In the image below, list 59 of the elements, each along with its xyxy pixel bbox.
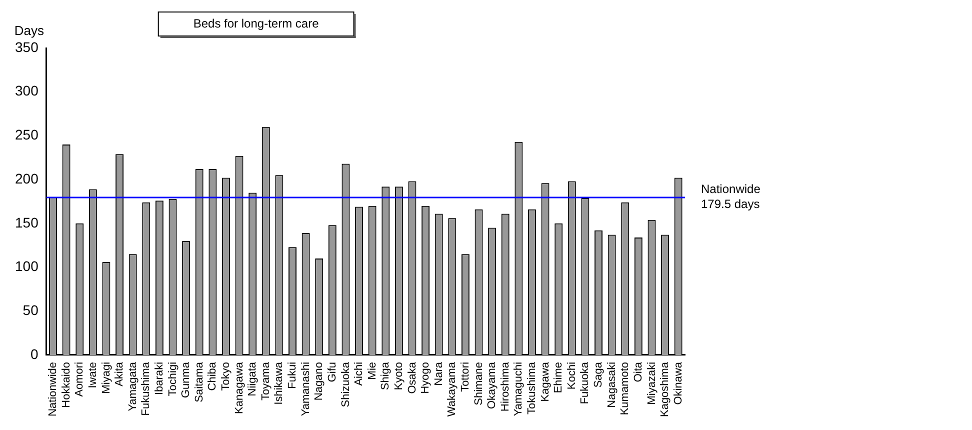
x-tick-label: Tokyo [220, 362, 232, 391]
y-tick-label: 150 [15, 214, 39, 230]
x-tick-label: Nara [432, 361, 445, 386]
x-tick-label: Kanagawa [233, 361, 246, 414]
x-tick-label: Shizuoka [340, 361, 352, 408]
x-tick-label: Tokushima [526, 361, 538, 415]
x-tick-label: Shiga [380, 361, 392, 390]
x-tick-label: Shimane [472, 362, 485, 406]
x-tick-label: Hiroshima [499, 361, 512, 412]
y-tick-label: 0 [30, 346, 39, 362]
x-tick-label: Tottori [460, 362, 472, 392]
x-tick-label: Iwate [86, 362, 99, 388]
x-tick-label: Aichi [353, 362, 366, 386]
x-tick-label: Kyoto [392, 362, 405, 390]
x-tick-label: Ehime [552, 362, 565, 394]
x-tick-label: Kumamoto [619, 362, 632, 416]
x-tick-label: Fukui [286, 362, 299, 389]
x-tick-label: Gifu [326, 362, 338, 382]
x-tick-label: Nagano [313, 362, 326, 401]
chart-title: Beds for long-term care [193, 16, 320, 30]
ref-line-label: Nationwide 179.5 days [701, 182, 761, 211]
y-tick-label: 100 [15, 258, 39, 274]
x-tick-label: Tochigi [166, 362, 179, 396]
x-tick-label: Okinawa [672, 361, 684, 405]
y-tick-label: 250 [15, 126, 39, 143]
x-tick-label: Ibaraki [153, 362, 166, 395]
x-tick-label: Wakayama [446, 361, 458, 417]
x-tick-label: Osaka [406, 361, 418, 394]
x-tick-label: Mie [366, 362, 378, 380]
x-tick-label: Okayama [486, 361, 498, 410]
x-tick-label: Kagawa [539, 361, 552, 402]
x-tick-label: Fukuoka [579, 361, 592, 404]
x-tick-label: Hyogo [420, 362, 432, 394]
x-tick-label: Nationwide [47, 362, 60, 416]
x-tick-label: Gunma [180, 361, 192, 398]
x-tick-label: Kagoshima [659, 361, 672, 418]
x-tick-label: Saitama [193, 361, 206, 402]
x-tick-label: Aomori [74, 362, 86, 397]
x-tick-label: Hokkaido [60, 362, 72, 408]
x-tick-label: Toyama [260, 361, 272, 400]
x-tick-label: Yamagata [126, 361, 139, 412]
x-tick-label: Fukushima [140, 361, 152, 416]
x-tick-label: Chiba [206, 361, 219, 391]
x-tick-label: Yamanashi [300, 362, 312, 416]
x-tick-label: Yamaguchi [512, 362, 525, 416]
y-axis-title: Days [14, 23, 44, 38]
x-tick-label: Oita [632, 361, 644, 382]
y-tick-label: 200 [15, 170, 39, 186]
x-tick-label: Akita [114, 361, 126, 386]
x-tick-label: Ishikawa [273, 361, 286, 405]
y-tick-label: 350 [15, 38, 39, 55]
y-tick-label: 300 [15, 82, 39, 99]
x-tick-label: Miyazaki [646, 362, 658, 405]
x-tick-label: Nagasaki [606, 362, 618, 408]
x-tick-label: Miyagi [100, 362, 112, 394]
y-tick-label: 50 [22, 302, 39, 318]
x-tick-label: Saga [592, 361, 605, 388]
x-tick-label: Niigata [246, 361, 259, 396]
x-tick-label: Kochi [566, 362, 578, 390]
